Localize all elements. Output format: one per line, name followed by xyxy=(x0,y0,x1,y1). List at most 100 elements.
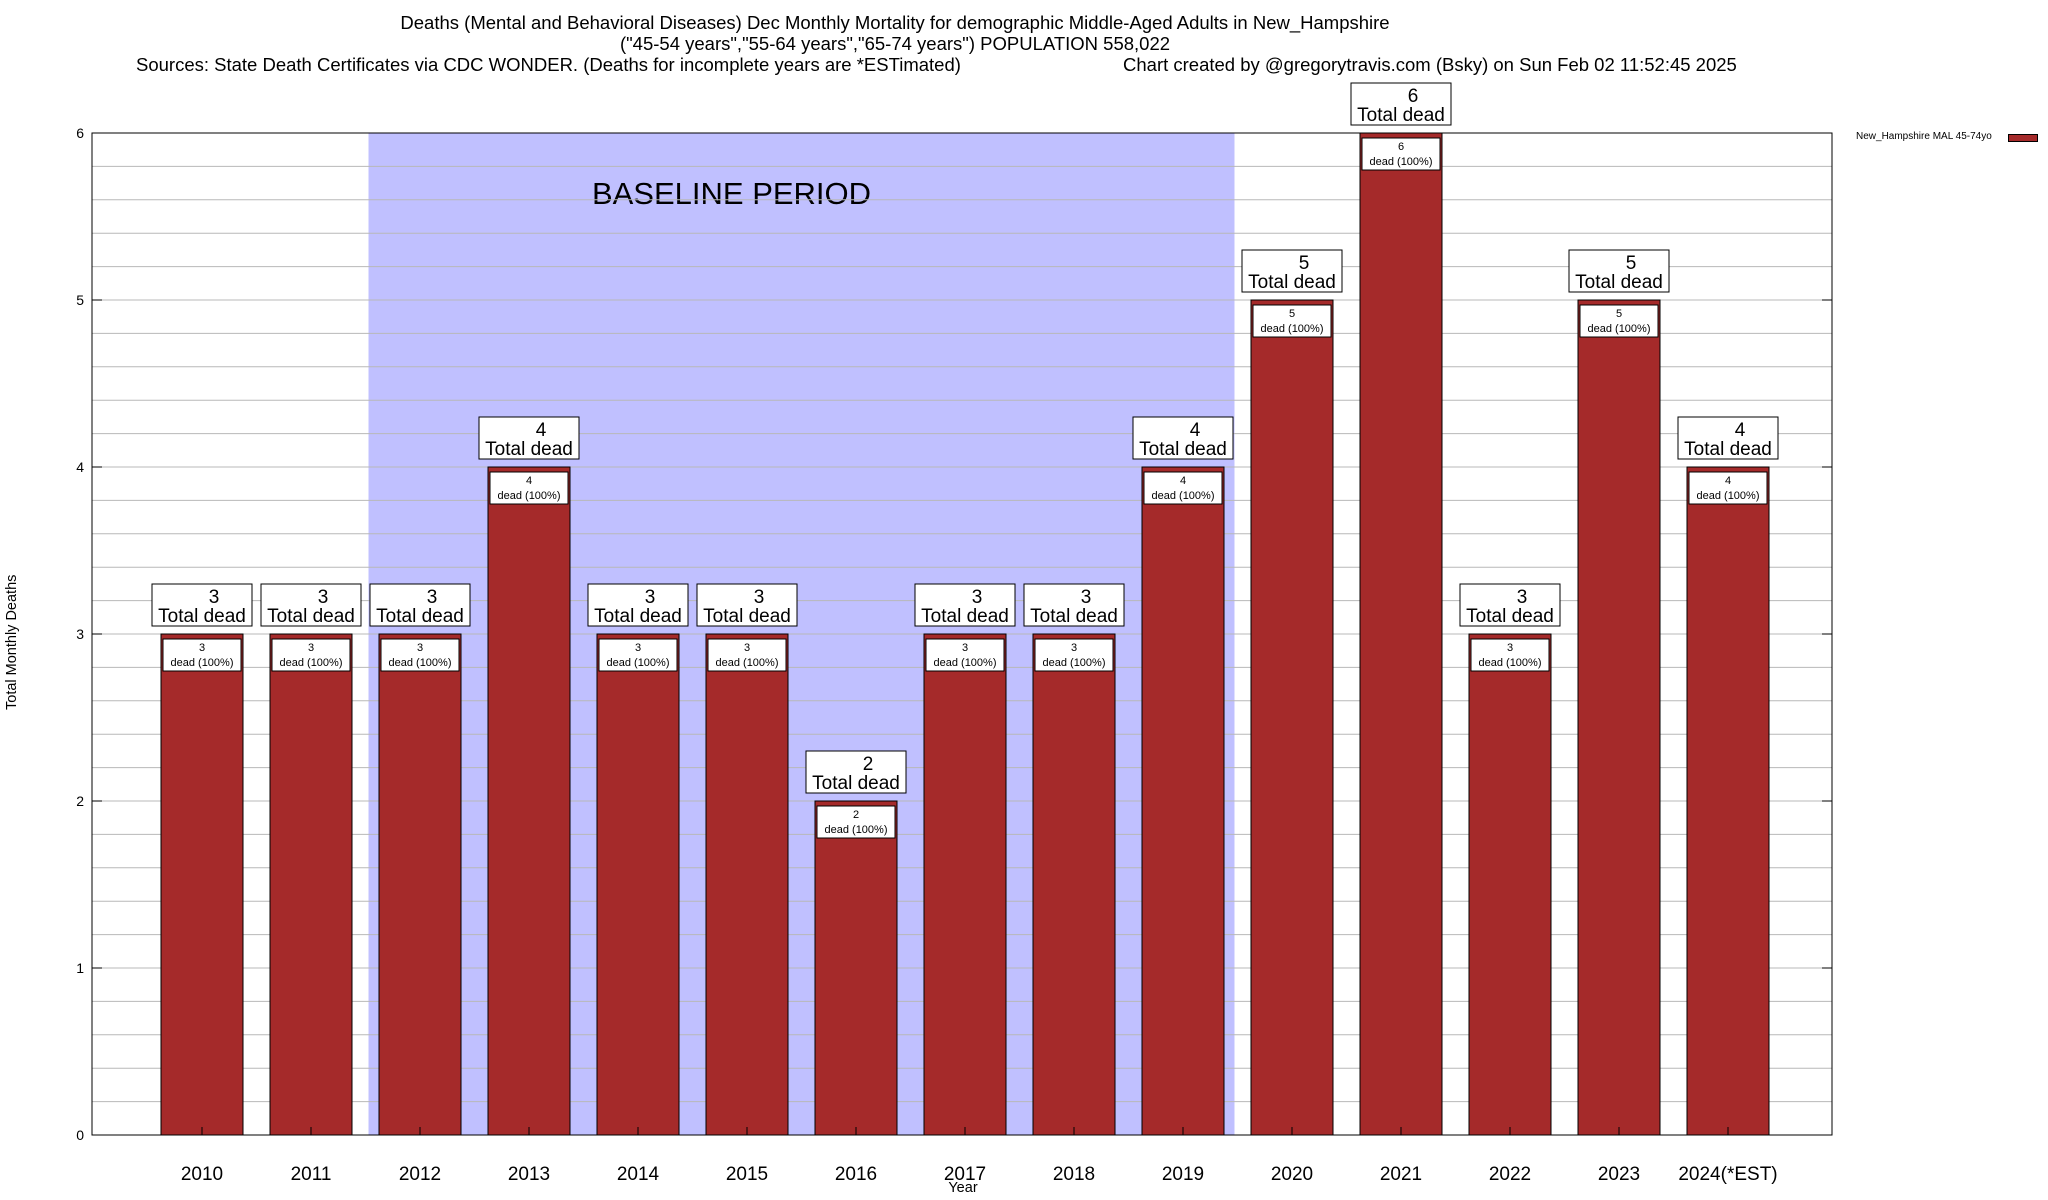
total-value-label: 4 xyxy=(1735,420,1746,441)
bar-inner-percent-label: dead (100%) xyxy=(389,657,452,669)
bar-inner-value-label: 5 xyxy=(1616,308,1622,320)
total-label-box xyxy=(696,583,798,627)
chart-sources-text: Sources: State Death Certificates via CD… xyxy=(136,54,961,75)
total-dead-label: Total dead xyxy=(594,606,682,627)
bar-inner-value-label: 4 xyxy=(526,475,532,487)
bar-inner-percent-label: dead (100%) xyxy=(1043,657,1106,669)
bar-inner-percent-label: dead (100%) xyxy=(1697,490,1760,502)
total-label-box xyxy=(1568,249,1670,293)
total-value-label: 3 xyxy=(972,587,983,608)
bar-inner-value-label: 2 xyxy=(853,809,859,821)
bar-inner-value-label: 3 xyxy=(635,642,641,654)
total-label-box xyxy=(1350,82,1452,126)
x-tick-label: 2022 xyxy=(1489,1164,1531,1185)
bar-inner-label-box xyxy=(707,638,787,672)
bar xyxy=(1686,466,1770,1136)
total-dead-label: Total dead xyxy=(267,606,355,627)
bar-inner-value-label: 3 xyxy=(199,642,205,654)
x-axis-label: Year xyxy=(948,1180,978,1196)
bar-inner-value-label: 3 xyxy=(744,642,750,654)
total-dead-label: Total dead xyxy=(158,606,246,627)
total-value-label: 5 xyxy=(1299,253,1310,274)
total-label-box xyxy=(1241,249,1343,293)
bar-inner-label-box xyxy=(598,638,678,672)
total-value-label: 3 xyxy=(645,587,656,608)
bar-inner-value-label: 3 xyxy=(1507,642,1513,654)
chart-title-line-2: ("45-54 years","55-64 years","65-74 year… xyxy=(619,33,1171,54)
x-tick-label: 2021 xyxy=(1380,1164,1422,1185)
x-tick-label: 2023 xyxy=(1598,1164,1640,1185)
total-value-label: 4 xyxy=(536,420,547,441)
bar-inner-percent-label: dead (100%) xyxy=(1370,156,1433,168)
x-tick-label: 2015 xyxy=(726,1164,768,1185)
bar xyxy=(596,633,680,1136)
total-dead-label: Total dead xyxy=(1139,439,1227,460)
total-dead-label: Total dead xyxy=(703,606,791,627)
x-tick-label: 2019 xyxy=(1162,1164,1204,1185)
bar xyxy=(1141,466,1225,1136)
total-label-box xyxy=(478,416,580,460)
total-value-label: 3 xyxy=(427,587,438,608)
bar-inner-percent-label: dead (100%) xyxy=(1588,323,1651,335)
x-tick-label: 2024(*EST) xyxy=(1678,1164,1777,1185)
bar-inner-value-label: 3 xyxy=(308,642,314,654)
total-dead-label: Total dead xyxy=(812,773,900,794)
legend-swatch xyxy=(2008,134,2038,142)
bar-inner-percent-label: dead (100%) xyxy=(1479,657,1542,669)
total-dead-label: Total dead xyxy=(1575,272,1663,293)
total-label-box xyxy=(1677,416,1779,460)
legend-entry-label: New_Hampshire MAL 45-74yo xyxy=(1856,131,1992,142)
bar-inner-label-box xyxy=(162,638,242,672)
x-tick-label: 2018 xyxy=(1053,1164,1095,1185)
total-label-box xyxy=(369,583,471,627)
y-tick-label: 0 xyxy=(76,1127,84,1143)
total-dead-label: Total dead xyxy=(376,606,464,627)
bar-inner-value-label: 3 xyxy=(417,642,423,654)
y-tick-label: 6 xyxy=(76,125,84,141)
total-label-box xyxy=(1023,583,1125,627)
bar-inner-value-label: 3 xyxy=(1071,642,1077,654)
bar-inner-label-box xyxy=(380,638,460,672)
total-label-box xyxy=(151,583,253,627)
bar-inner-label-box xyxy=(1034,638,1114,672)
total-value-label: 3 xyxy=(754,587,765,608)
total-dead-label: Total dead xyxy=(1030,606,1118,627)
total-value-label: 5 xyxy=(1626,253,1637,274)
bar-inner-label-box xyxy=(925,638,1005,672)
bar-inner-label-box xyxy=(271,638,351,672)
total-value-label: 3 xyxy=(318,587,329,608)
total-dead-label: Total dead xyxy=(1357,105,1445,126)
x-tick-label: 2014 xyxy=(617,1164,660,1185)
bar-inner-label-box xyxy=(816,805,896,839)
total-value-label: 3 xyxy=(1081,587,1092,608)
total-dead-label: Total dead xyxy=(485,439,573,460)
x-tick-label: 2016 xyxy=(835,1164,877,1185)
bar-inner-value-label: 6 xyxy=(1398,141,1404,153)
baseline-period-label: BASELINE PERIOD xyxy=(592,176,871,211)
bar xyxy=(1032,633,1116,1136)
bar-inner-percent-label: dead (100%) xyxy=(1261,323,1324,335)
bar xyxy=(269,633,353,1136)
y-axis-label: Total Monthly Deaths xyxy=(4,574,20,710)
chart-title-line-1: Deaths (Mental and Behavioral Diseases) … xyxy=(400,12,1390,33)
bar xyxy=(1577,299,1661,1136)
bar-inner-label-box xyxy=(1361,137,1441,171)
bar-inner-label-box xyxy=(1143,471,1223,505)
bar-inner-label-box xyxy=(1252,304,1332,338)
total-label-box xyxy=(1132,416,1234,460)
total-label-box xyxy=(1459,583,1561,627)
bar xyxy=(705,633,789,1136)
bar-inner-percent-label: dead (100%) xyxy=(280,657,343,669)
total-dead-label: Total dead xyxy=(1684,439,1772,460)
y-tick-label: 4 xyxy=(76,459,84,475)
bar-inner-label-box xyxy=(1470,638,1550,672)
bar-inner-percent-label: dead (100%) xyxy=(607,657,670,669)
bar-inner-label-box xyxy=(489,471,569,505)
total-value-label: 4 xyxy=(1190,420,1201,441)
bar-inner-value-label: 4 xyxy=(1180,475,1186,487)
bar-inner-percent-label: dead (100%) xyxy=(825,824,888,836)
bar-inner-label-box xyxy=(1579,304,1659,338)
total-label-box xyxy=(914,583,1016,627)
chart-credit-text: Chart created by @gregorytravis.com (Bsk… xyxy=(1123,54,1737,75)
